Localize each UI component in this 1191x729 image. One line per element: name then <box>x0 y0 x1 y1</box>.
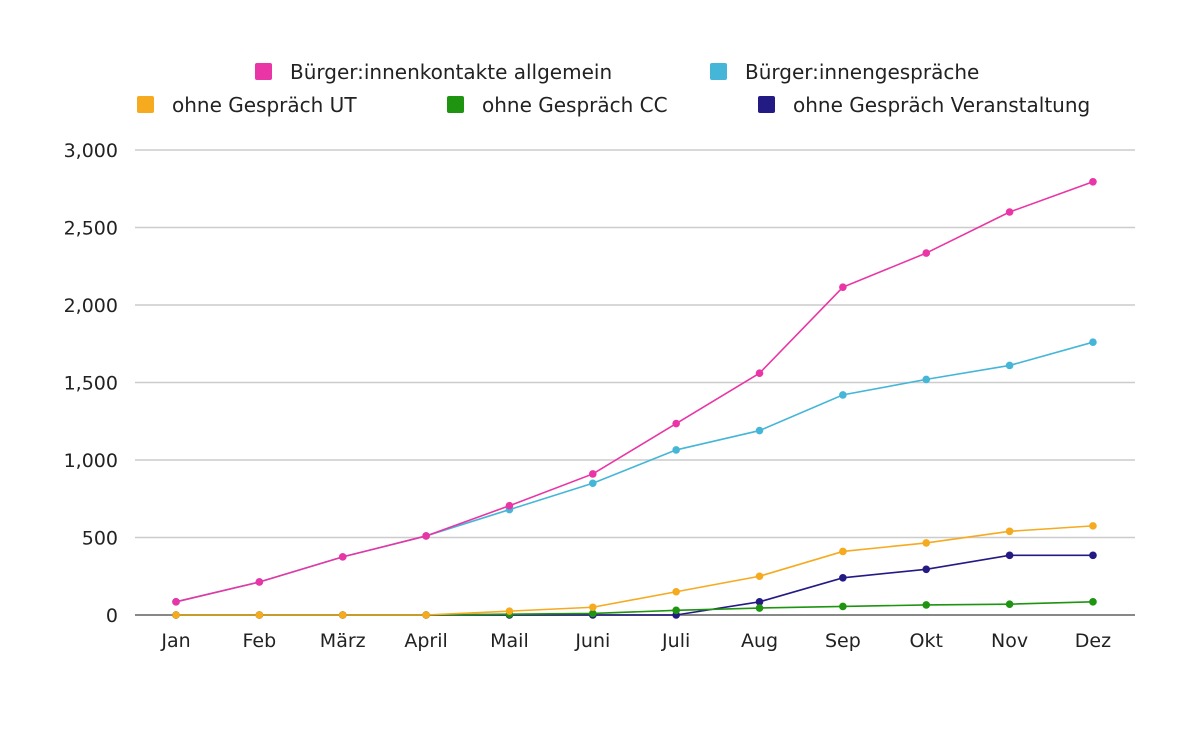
x-tick-label: März <box>320 630 366 652</box>
data-point <box>922 601 931 609</box>
data-point <box>755 572 764 581</box>
data-point <box>1005 600 1014 608</box>
data-point <box>922 565 931 574</box>
x-tick-label: Aug <box>741 630 778 652</box>
legend-swatch <box>255 63 272 80</box>
data-point <box>338 611 347 619</box>
legend-label: ohne Gespräch UT <box>172 93 357 117</box>
y-tick-label: 1,000 <box>64 450 118 472</box>
y-tick-label: 2,500 <box>64 218 118 240</box>
data-point <box>255 578 264 586</box>
data-point <box>1089 338 1097 347</box>
data-point <box>839 283 847 291</box>
data-point <box>172 611 180 619</box>
data-point <box>1005 527 1014 536</box>
x-tick-label: April <box>404 630 447 652</box>
data-point <box>672 606 680 615</box>
data-point <box>922 539 931 547</box>
data-point <box>1005 551 1014 560</box>
data-point <box>839 391 847 399</box>
data-point <box>1089 598 1097 606</box>
data-point <box>589 479 597 488</box>
y-tick-label: 0 <box>106 605 118 627</box>
y-tick-label: 2,000 <box>64 295 118 317</box>
data-point <box>672 446 680 454</box>
data-point <box>338 553 347 561</box>
series-line <box>176 525 1094 616</box>
data-point <box>672 419 680 428</box>
data-point <box>1005 361 1014 370</box>
data-point <box>755 369 764 378</box>
x-tick-label: Juli <box>661 630 690 652</box>
data-point <box>1089 522 1097 530</box>
x-tick-label: Juni <box>574 630 610 652</box>
legend-label: ohne Gespräch CC <box>482 93 668 117</box>
series-line <box>176 554 1093 616</box>
legend-swatch <box>137 96 154 113</box>
data-point <box>255 611 264 619</box>
data-point <box>589 470 597 478</box>
data-point <box>755 604 764 612</box>
data-point <box>755 426 764 435</box>
x-tick-label: Feb <box>243 630 277 652</box>
series-line <box>176 601 1093 616</box>
data-point <box>422 611 430 619</box>
x-tick-label: Nov <box>991 630 1028 652</box>
series-line <box>175 341 1094 603</box>
legend-swatch <box>447 96 464 113</box>
data-point <box>422 532 430 540</box>
x-tick-label: Sep <box>825 630 861 652</box>
legend-label: ohne Gespräch Veranstaltung <box>793 93 1090 117</box>
x-tick-label: Mail <box>490 630 529 652</box>
legend-label: Bürger:innenkontakte allgemein <box>290 60 612 84</box>
data-point <box>505 501 514 510</box>
data-point <box>839 574 847 582</box>
legend-swatch <box>758 96 775 113</box>
data-point <box>839 602 847 611</box>
y-tick-label: 1,500 <box>64 373 118 395</box>
data-point <box>1089 177 1097 186</box>
data-point <box>755 598 764 606</box>
x-tick-label: Dez <box>1075 630 1111 652</box>
data-point <box>922 249 931 257</box>
data-point <box>589 603 597 612</box>
x-tick-label: Jan <box>160 630 190 652</box>
data-point <box>505 607 514 615</box>
data-point <box>839 547 847 556</box>
data-point <box>1005 208 1014 216</box>
y-tick-label: 500 <box>82 528 118 550</box>
y-tick-label: 3,000 <box>64 140 118 162</box>
x-tick-label: Okt <box>910 630 943 652</box>
legend-label: Bürger:innengespräche <box>745 60 979 84</box>
data-point <box>672 587 680 596</box>
data-point <box>589 609 597 618</box>
data-point <box>1089 551 1097 560</box>
series-line <box>175 181 1094 603</box>
data-point <box>172 598 180 606</box>
data-point <box>922 375 931 384</box>
legend-swatch <box>710 63 727 80</box>
